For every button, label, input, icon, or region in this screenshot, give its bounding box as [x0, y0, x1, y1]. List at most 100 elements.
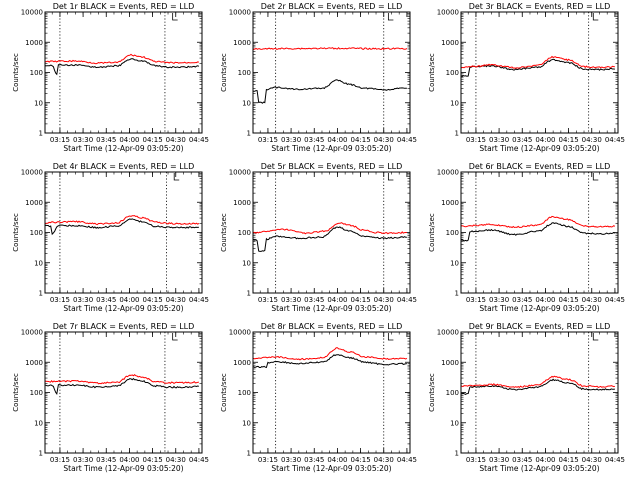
y-tick-label: 100	[238, 69, 251, 77]
x-tick-label: 03:45	[96, 456, 116, 464]
series-line-lld	[45, 215, 200, 226]
x-tick-label: 03:45	[96, 136, 116, 144]
x-tick-label: 04:00	[535, 136, 555, 144]
x-tick-label: 04:30	[374, 456, 394, 464]
x-tick-label: 03:15	[466, 136, 486, 144]
x-tick-label: 03:30	[281, 456, 301, 464]
y-tick-label: 1000	[441, 39, 459, 47]
plot-frame	[252, 331, 411, 454]
plot-frame	[252, 171, 411, 294]
y-tick-label: 100	[446, 229, 459, 237]
y-tick-label: 10	[242, 419, 251, 427]
y-tick-label: 100	[30, 229, 43, 237]
plot-frame	[44, 171, 203, 294]
series-line-events	[45, 218, 199, 236]
y-axis-label: Counts/sec	[12, 373, 20, 412]
y-tick-label: 10	[34, 419, 43, 427]
x-tick-label: 03:30	[73, 456, 93, 464]
marker-bracket	[387, 333, 394, 341]
plot-frame	[460, 331, 619, 454]
marker-bracket	[592, 13, 599, 21]
x-tick-label: 03:30	[489, 296, 509, 304]
y-tick-label: 1	[39, 130, 43, 138]
x-tick-label: 04:30	[166, 136, 186, 144]
marker-bracket	[173, 173, 180, 181]
x-tick-label: 04:00	[119, 456, 139, 464]
series-line-lld	[45, 374, 199, 385]
x-tick-label: 04:45	[397, 456, 417, 464]
y-tick-label: 10	[450, 419, 459, 427]
x-tick-label: 03:15	[466, 456, 486, 464]
chart-panel-6: Det 6r BLACK = Events, RED = LLD 1 10 100 10…	[428, 162, 625, 313]
x-tick-label: 04:30	[374, 296, 394, 304]
series-line-lld	[253, 222, 407, 235]
y-tick-label: 10000	[229, 9, 251, 17]
x-tick-label: 03:45	[304, 136, 324, 144]
x-tick-label: 04:45	[605, 456, 625, 464]
chart-title: Det 3r BLACK = Events, RED = LLD	[469, 2, 611, 11]
plot-frame	[460, 171, 619, 294]
y-axis-label: Counts/sec	[220, 213, 228, 252]
x-tick-label: 03:15	[258, 296, 278, 304]
x-tick-label: 04:30	[582, 456, 602, 464]
chart-title: Det 8r BLACK = Events, RED = LLD	[261, 322, 403, 331]
y-tick-label: 10000	[437, 329, 459, 337]
x-tick-label: 03:45	[512, 456, 532, 464]
plot-frame	[460, 11, 619, 134]
y-tick-label: 10000	[229, 329, 251, 337]
chart-title: Det 2r BLACK = Events, RED = LLD	[261, 2, 403, 11]
y-axis-label: Counts/sec	[220, 53, 228, 92]
x-tick-label: 04:45	[397, 296, 417, 304]
series-line-lld	[253, 347, 408, 361]
y-axis-label: Counts/sec	[428, 213, 436, 252]
x-axis-label: Start Time (12-Apr-09 03:05:20)	[63, 144, 183, 153]
series-line-events	[253, 79, 407, 104]
x-tick-label: 03:15	[258, 136, 278, 144]
y-tick-label: 1000	[25, 39, 43, 47]
chart-panel-7: Det 7r BLACK = Events, RED = LLD 1 10 100 10…	[12, 322, 209, 473]
series-line-lld	[461, 375, 616, 389]
marker-bracket	[172, 13, 178, 21]
y-tick-label: 1	[455, 290, 459, 298]
chart-panel-3: Det 3r BLACK = Events, RED = LLD 1 10 100 10…	[428, 2, 625, 153]
x-tick-label: 04:00	[119, 296, 139, 304]
chart-title: Det 7r BLACK = Events, RED = LLD	[53, 322, 195, 331]
chart-title: Det 4r BLACK = Events, RED = LLD	[53, 162, 195, 171]
x-axis-label: Start Time (12-Apr-09 03:05:20)	[479, 304, 599, 313]
x-axis-label: Start Time (12-Apr-09 03:05:20)	[63, 304, 183, 313]
y-tick-label: 100	[238, 229, 251, 237]
series-line-lld	[461, 215, 616, 229]
x-tick-label: 03:45	[96, 296, 116, 304]
y-tick-label: 1000	[233, 199, 251, 207]
marker-bracket	[387, 173, 394, 181]
x-tick-label: 03:15	[50, 136, 70, 144]
x-tick-label: 04:15	[142, 456, 162, 464]
marker-bracket	[387, 13, 394, 21]
chart-panel-2: Det 2r BLACK = Events, RED = LLD 1 10 100 10…	[220, 2, 417, 153]
chart-panel-4: Det 4r BLACK = Events, RED = LLD 1 10 100 10…	[12, 162, 209, 313]
y-tick-label: 1000	[25, 359, 43, 367]
series-line-lld	[253, 46, 408, 50]
y-tick-label: 10	[450, 99, 459, 107]
x-axis-label: Start Time (12-Apr-09 03:05:20)	[479, 144, 599, 153]
chart-panel-8: Det 8r BLACK = Events, RED = LLD 1 10 100 10…	[220, 322, 417, 473]
x-tick-label: 04:45	[189, 136, 209, 144]
y-tick-label: 1	[247, 130, 251, 138]
y-tick-label: 100	[446, 69, 459, 77]
x-tick-label: 03:45	[304, 456, 324, 464]
chart-title: Det 6r BLACK = Events, RED = LLD	[469, 162, 611, 171]
x-tick-label: 04:30	[582, 136, 602, 144]
x-axis-label: Start Time (12-Apr-09 03:05:20)	[479, 464, 599, 473]
series-line-events	[461, 58, 615, 78]
marker-bracket	[592, 173, 599, 181]
series-line-events	[253, 226, 407, 252]
y-tick-label: 10	[34, 99, 43, 107]
x-tick-label: 04:45	[189, 456, 209, 464]
y-tick-label: 1000	[25, 199, 43, 207]
x-tick-label: 03:30	[73, 136, 93, 144]
series-line-events	[45, 58, 200, 76]
chart-title: Det 1r BLACK = Events, RED = LLD	[53, 2, 195, 11]
x-tick-label: 04:15	[558, 456, 578, 464]
x-tick-label: 03:30	[489, 456, 509, 464]
